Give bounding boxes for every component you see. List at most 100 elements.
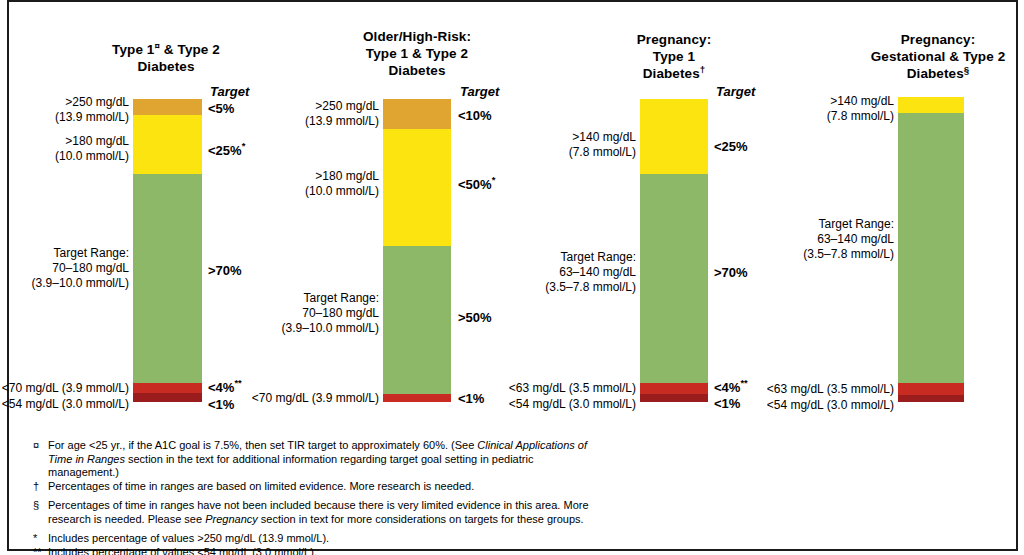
footnote-marker: ¤ [33, 439, 39, 453]
footnote: ¤ For age <25 yr., if the A1C goal is 7.5… [33, 439, 605, 480]
range-label-line: >250 mg/dL [179, 99, 379, 114]
bar-title-line: Gestational & Type 2 [778, 48, 1024, 65]
range-label-line: >180 mg/dL [0, 134, 129, 149]
target-label-in-range: >70% [714, 266, 748, 279]
range-label-line: <54 mg/dL (3.0 mmol/L) [436, 397, 636, 412]
text-run: >50% [458, 310, 492, 325]
text-run: <50% [458, 177, 492, 192]
range-label-line: 63–140 mg/dL [436, 265, 636, 280]
range-label-line: 70–180 mg/dL [179, 306, 379, 321]
superscript-marker: * [492, 175, 496, 185]
range-label-line: <54 mg/dL (3.0 mmol/L) [0, 397, 129, 412]
target-label-high: <50%* [458, 178, 495, 191]
range-label-low: <70 mg/dL (3.9 mmol/L) [0, 381, 129, 396]
footnote-marker: † [33, 480, 39, 494]
range-label-very-high: >250 mg/dL(13.9 mmol/L) [179, 99, 379, 129]
text-run: >140 mg/dL [830, 94, 894, 108]
bar-segment-low [898, 383, 964, 395]
range-label-very-low: <54 mg/dL (3.0 mmol/L) [694, 398, 894, 413]
bar-segment-in-range [898, 113, 964, 383]
text-run: <54 mg/dL (3.0 mmol/L) [509, 397, 636, 411]
target-label-high: <25% [714, 140, 748, 153]
text-run: Includes percentage of values <54 mg/dL … [48, 546, 317, 555]
text-run: Includes percentage of values >250 mg/dL… [48, 532, 329, 544]
range-label-line: <63 mg/dL (3.5 mmol/L) [694, 382, 894, 397]
text-run: Older/High-Risk: [363, 29, 471, 44]
range-label-low: <70 mg/dL (3.9 mmol/L) [179, 391, 379, 406]
text-run: <10% [458, 108, 492, 123]
range-label-line: Target Range: [179, 291, 379, 306]
text-run: >250 mg/dL [315, 99, 379, 113]
range-label-in-range: Target Range:63–140 mg/dL(3.5–7.8 mmol/L… [694, 217, 894, 262]
bar-segment-in-range [640, 174, 708, 383]
text-run: >180 mg/dL [315, 169, 379, 183]
range-label-high: >140 mg/dL(7.8 mmol/L) [694, 94, 894, 124]
footnote-marker: § [33, 499, 39, 513]
superscript-marker: § [964, 64, 970, 75]
footnote-text: For age <25 yr., if the A1C goal is 7.5%… [48, 439, 587, 478]
text-run: Type 1 [653, 49, 695, 64]
text-run: (13.9 mmol/L) [55, 110, 129, 124]
range-label-line: (7.8 mmol/L) [694, 109, 894, 124]
range-label-line: (3.5–7.8 mmol/L) [694, 247, 894, 262]
range-label-line: 63–140 mg/dL [694, 232, 894, 247]
text-run: Type 1 [112, 42, 154, 57]
range-label-line: (3.9–10.0 mmol/L) [179, 321, 379, 336]
footnote: ** Includes percentage of values <54 mg/d… [33, 546, 605, 555]
footnote: §Percentages of time in ranges have not … [33, 499, 605, 526]
text-run: >140 mg/dL [572, 130, 636, 144]
text-run: (3.9–10.0 mmol/L) [32, 276, 129, 290]
footnotes-block: ¤ For age <25 yr., if the A1C goal is 7.5… [33, 439, 605, 555]
bar-title-line: Pregnancy: [778, 31, 1024, 48]
text-run: Diabetes [137, 59, 194, 74]
range-label-in-range: Target Range:63–140 mg/dL(3.5–7.8 mmol/L… [436, 250, 636, 295]
target-column-header: Target [460, 84, 499, 99]
time-in-ranges-figure: Type 1¤ & Type 2DiabetesTarget>250 mg/dL… [0, 0, 1024, 555]
target-label-very-high: <10% [458, 109, 492, 122]
range-label-very-high: >250 mg/dL(13.9 mmol/L) [0, 95, 129, 125]
bar-segment-high [898, 97, 964, 113]
text-run: (3.9–10.0 mmol/L) [282, 321, 379, 335]
target-label-in-range: >70% [208, 264, 242, 277]
range-label-high: >180 mg/dL(10.0 mmol/L) [0, 134, 129, 164]
text-run: (3.5–7.8 mmol/L) [803, 247, 894, 261]
range-label-line: >180 mg/dL [179, 169, 379, 184]
text-run: 70–180 mg/dL [302, 306, 379, 320]
range-label-line: <70 mg/dL (3.9 mmol/L) [179, 391, 379, 406]
range-label-in-range: Target Range:70–180 mg/dL(3.9–10.0 mmol/… [0, 246, 129, 291]
text-run: <70 mg/dL (3.9 mmol/L) [252, 391, 379, 405]
footnote: *Includes percentage of values >250 mg/d… [33, 532, 605, 546]
footnote-marker: ** [33, 546, 42, 555]
text-run: (10.0 mmol/L) [55, 149, 129, 163]
range-label-line: >250 mg/dL [0, 95, 129, 110]
text-run: (13.9 mmol/L) [305, 114, 379, 128]
range-label-line: (7.8 mmol/L) [436, 145, 636, 160]
range-label-line: (3.9–10.0 mmol/L) [0, 276, 129, 291]
text-run: <25% [208, 143, 242, 158]
range-label-line: (10.0 mmol/L) [179, 184, 379, 199]
text-run: Diabetes [388, 63, 445, 78]
text-run: Target Range: [54, 246, 129, 260]
range-label-line: >140 mg/dL [436, 130, 636, 145]
superscript-marker: * [242, 141, 246, 151]
text-run: Percentages of time in ranges are based … [48, 480, 474, 492]
text-run: Type 1 & Type 2 [366, 46, 468, 61]
text-run: 63–140 mg/dL [559, 265, 636, 279]
target-label-in-range: >50% [458, 311, 492, 324]
text-run: (10.0 mmol/L) [305, 184, 379, 198]
text-run: 63–140 mg/dL [817, 232, 894, 246]
text-run: >70% [208, 263, 242, 278]
text-run: section in text for more considerations … [258, 513, 584, 525]
text-run: (3.5–7.8 mmol/L) [545, 280, 636, 294]
range-label-line: Target Range: [694, 217, 894, 232]
superscript-marker: † [700, 64, 706, 75]
range-label-line: 70–180 mg/dL [0, 261, 129, 276]
text-run: For age <25 yr., if the A1C goal is 7.5%… [48, 439, 477, 451]
bar-title-pregnancy-gestational-type2: Pregnancy:Gestational & Type 2Diabetes§ [778, 31, 1024, 82]
footnote-text: Percentages of time in ranges are based … [48, 480, 474, 492]
range-label-high: >140 mg/dL(7.8 mmol/L) [436, 130, 636, 160]
bar-segment-very-high [383, 99, 451, 129]
text-run: <54 mg/dL (3.0 mmol/L) [2, 397, 129, 411]
footnote-text: Includes percentage of values <54 mg/dL … [48, 546, 317, 555]
range-label-high: >180 mg/dL(10.0 mmol/L) [179, 169, 379, 199]
